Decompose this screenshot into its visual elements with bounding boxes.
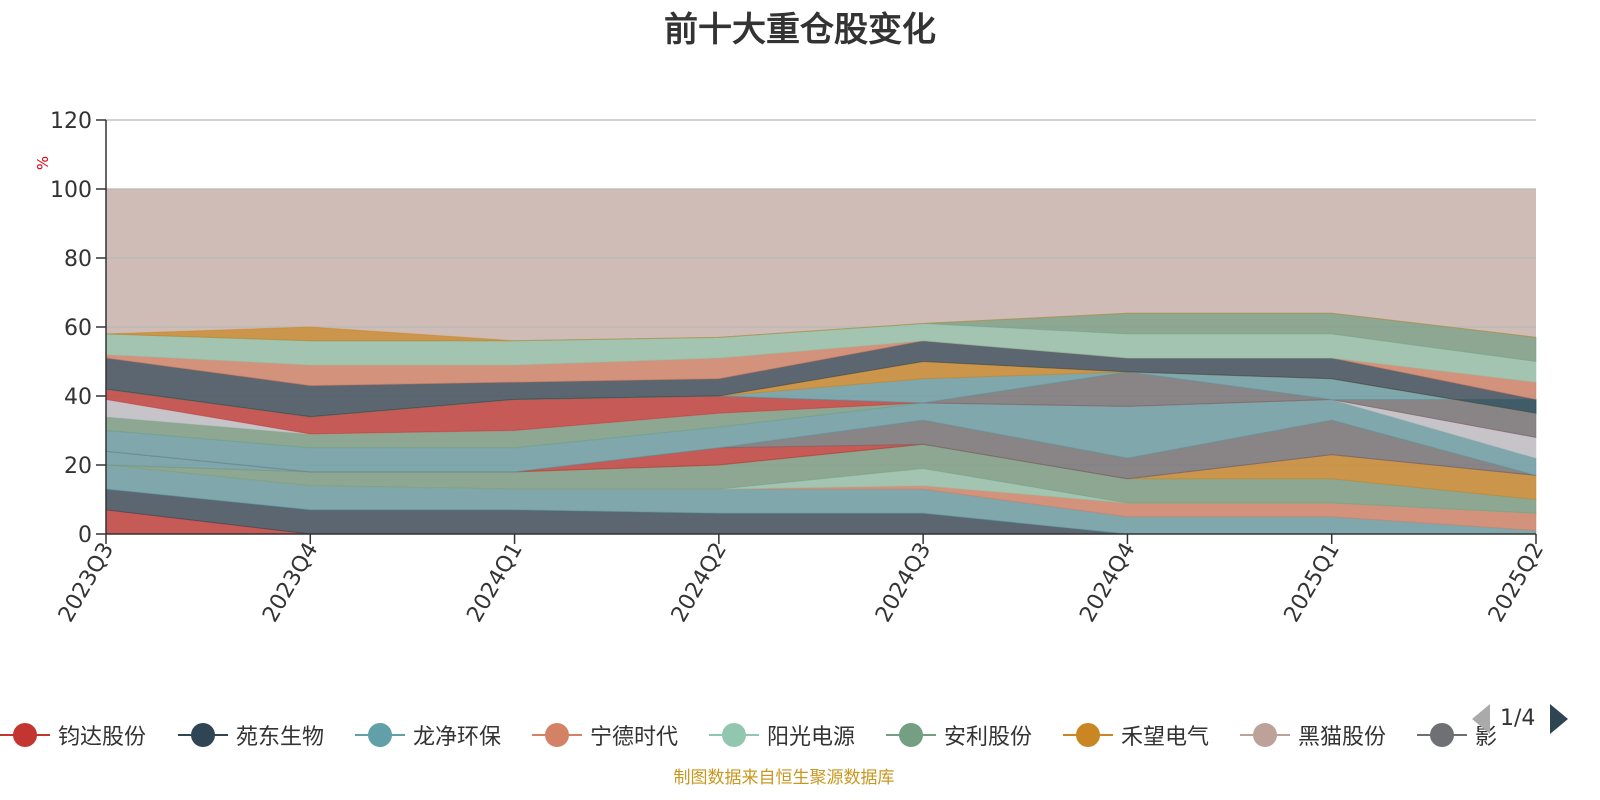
legend-marker-icon (178, 718, 228, 752)
legend-page-indicator: 1/4 (1500, 706, 1536, 731)
source-note: 制图数据来自恒生聚源数据库 (673, 768, 895, 788)
y-tick-label-80: 80 (64, 247, 92, 272)
area-series-21 (105, 312, 1537, 342)
triangle-left-icon[interactable] (1472, 704, 1490, 734)
legend-label: 安利股份 (944, 725, 1033, 750)
area-chart: 0 20 40 60 80 100 120 2023Q3 2023Q4 2024Q1 2024Q2 2… (34, 109, 1549, 627)
legend-item[interactable]: 钧达股份 (0, 718, 146, 752)
x-tick-label-4: 2024Q3 (871, 539, 936, 627)
x-tick-label-3: 2024Q2 (667, 539, 732, 627)
legend-label: 钧达股份 (58, 725, 147, 750)
legend-marker-icon (1417, 718, 1467, 752)
legend-marker-icon (886, 718, 936, 752)
legend-marker-icon (532, 718, 582, 752)
x-tick-label-1: 2023Q4 (258, 539, 323, 627)
y-tick-label-20: 20 (64, 454, 92, 479)
legend-marker-icon (1063, 718, 1113, 752)
y-tick-label-0: 0 (78, 523, 92, 548)
area-series-layer (105, 312, 1537, 535)
x-tick-label-7: 2025Q2 (1484, 539, 1549, 627)
legend-marker-icon (355, 718, 405, 752)
legend-marker-icon (709, 718, 759, 752)
x-tick-label-2: 2024Q1 (462, 539, 527, 627)
y-tick-label-40: 40 (64, 385, 92, 410)
legend-label: 黑猫股份 (1298, 725, 1387, 750)
legend-item[interactable]: 黑猫股份 (1240, 718, 1386, 752)
legend-item[interactable]: 阳光电源 (709, 718, 855, 752)
x-tick-label-5: 2024Q4 (1075, 539, 1140, 627)
legend-label: 苑东生物 (236, 725, 325, 750)
legend-marker-icon (0, 718, 50, 752)
y-tick-label-120: 120 (50, 109, 92, 134)
legend-item[interactable]: 龙净环保 (355, 718, 501, 752)
x-tick-label-6: 2025Q1 (1280, 539, 1345, 627)
legend-label: 宁德时代 (590, 725, 679, 750)
legend-item[interactable]: 禾望电气 (1063, 718, 1209, 752)
legend-item[interactable]: 宁德时代 (532, 718, 678, 752)
y-tick-label-100: 100 (50, 178, 92, 203)
legend-item[interactable]: 安利股份 (886, 718, 1032, 752)
legend-pager: 1/4 (1470, 704, 1600, 734)
triangle-right-icon[interactable] (1550, 704, 1568, 734)
legend-marker-icon (1240, 718, 1290, 752)
legend-label: 禾望电气 (1121, 725, 1210, 750)
x-tick-label-0: 2023Q3 (54, 539, 119, 627)
legend-label: 阳光电源 (767, 725, 856, 750)
y-tick-label-60: 60 (64, 316, 92, 341)
legend-item[interactable]: 苑东生物 (178, 718, 324, 752)
legend-label: 龙净环保 (413, 725, 502, 750)
legend: 钧达股份 苑东生物 龙净环保 宁德时代 阳光电源 安利股份 禾望电气 黑猫股份影 (0, 718, 1500, 752)
y-axis-unit-label: % (34, 156, 52, 170)
chart-title: 前十大重仓股变化 (664, 10, 936, 50)
